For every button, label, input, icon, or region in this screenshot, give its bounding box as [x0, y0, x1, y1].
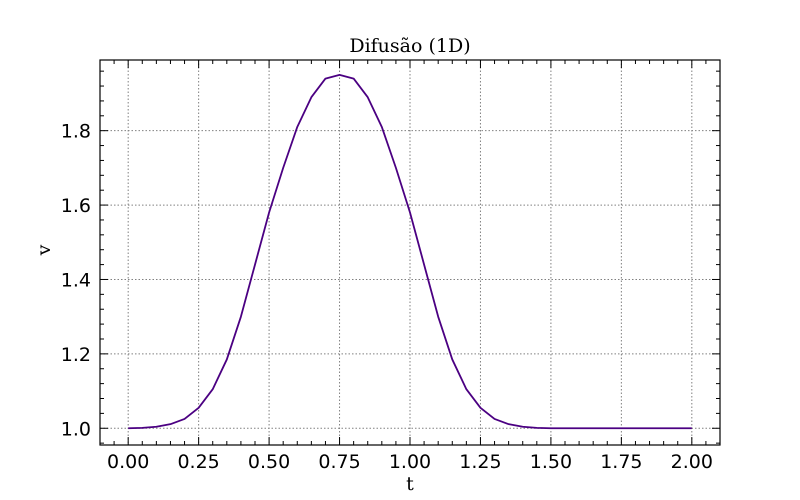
plot-frame	[99, 59, 721, 446]
x-axis-label: t	[406, 473, 414, 495]
x-tick-label: 0.75	[318, 451, 360, 473]
chart-title: Difusão (1D)	[349, 35, 470, 57]
y-tick-label: 1.8	[61, 121, 91, 143]
grid	[100, 60, 720, 445]
series	[128, 73, 692, 430]
y-tick-label: 1.4	[61, 269, 91, 291]
ticks	[100, 60, 720, 445]
x-tick-label: 2.00	[671, 451, 713, 473]
y-tick-label: 1.6	[61, 195, 91, 217]
x-tick-label: 0.25	[177, 451, 219, 473]
series-line	[128, 73, 692, 430]
x-tick-label: 0.00	[107, 451, 149, 473]
y-tick-label: 1.0	[61, 418, 91, 440]
x-tick-label: 1.00	[389, 451, 431, 473]
y-tick-label: 1.2	[61, 344, 91, 366]
x-tick-label: 1.75	[600, 451, 642, 473]
tick-labels: 0.00 0.25 0.50 0.75 1.00 1.25 1.50 1.75 2.00 1.0 1…	[61, 121, 713, 473]
y-axis-label: v	[33, 244, 55, 256]
x-tick-label: 0.50	[248, 451, 290, 473]
x-tick-label: 1.50	[530, 451, 572, 473]
x-tick-label: 1.25	[459, 451, 501, 473]
